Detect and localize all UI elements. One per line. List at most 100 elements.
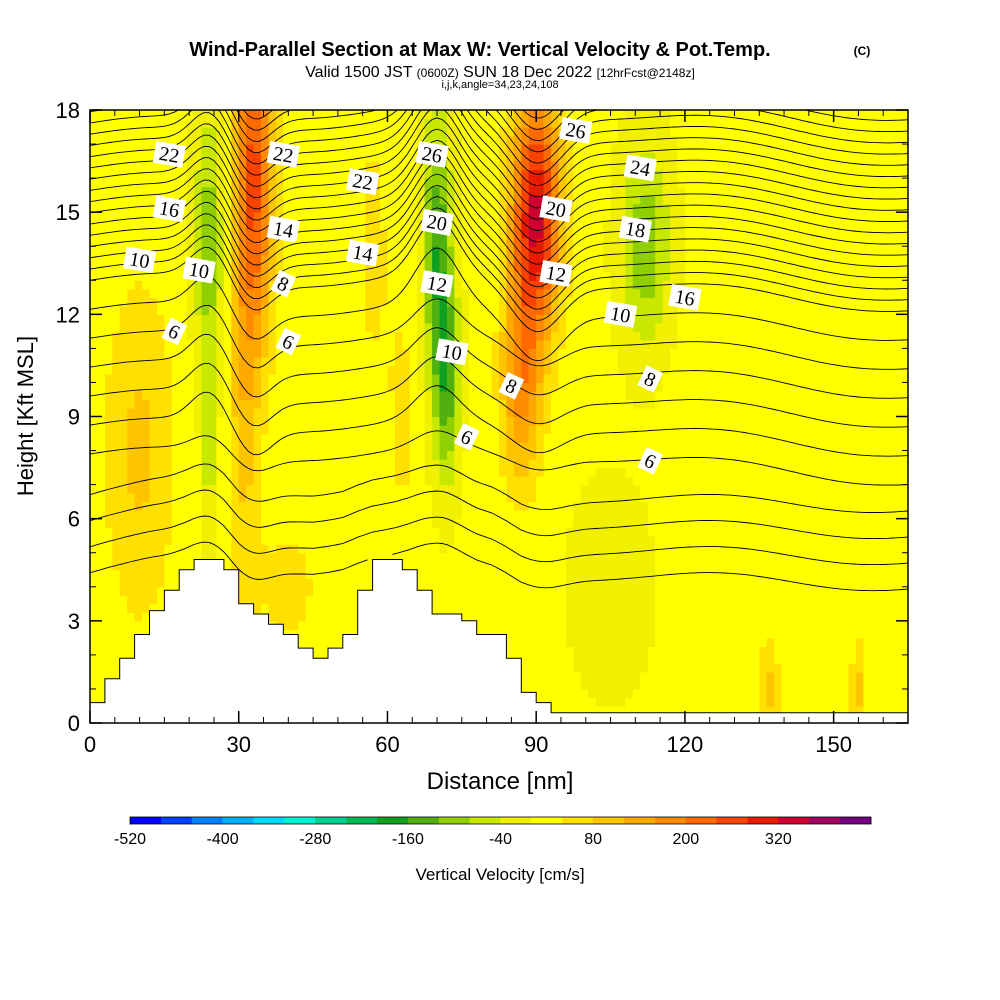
velocity-cell [305, 595, 314, 605]
velocity-cell [372, 518, 381, 528]
velocity-cell [380, 212, 389, 222]
velocity-cell [246, 552, 255, 562]
velocity-cell [156, 161, 165, 171]
velocity-cell [231, 527, 240, 537]
velocity-cell [223, 220, 232, 230]
velocity-cell [290, 271, 299, 281]
velocity-cell [112, 646, 121, 656]
velocity-cell [194, 433, 203, 443]
velocity-cell [320, 356, 329, 367]
velocity-cell [580, 433, 589, 443]
velocity-cell [246, 220, 255, 230]
velocity-cell [268, 493, 277, 503]
velocity-cell [305, 629, 314, 639]
velocity-cell [588, 527, 597, 537]
velocity-cell [469, 212, 478, 222]
velocity-cell [603, 637, 612, 647]
velocity-cell [179, 425, 188, 435]
velocity-cell [595, 305, 604, 315]
velocity-cell [446, 382, 455, 392]
velocity-cell [201, 246, 210, 256]
velocity-cell [253, 407, 262, 418]
velocity-cell [580, 280, 589, 290]
velocity-cell [588, 169, 597, 179]
velocity-cell [454, 271, 463, 281]
velocity-cell [432, 195, 441, 205]
velocity-cell [231, 544, 240, 554]
velocity-cell [112, 110, 121, 120]
velocity-cell [142, 416, 151, 426]
velocity-cell [335, 467, 344, 477]
velocity-cell [380, 365, 389, 375]
velocity-cell [268, 246, 277, 256]
velocity-cell [231, 186, 240, 196]
velocity-cell [253, 561, 262, 571]
velocity-cell [231, 416, 240, 426]
velocity-cell [499, 152, 508, 162]
velocity-cell [521, 407, 530, 418]
velocity-cell [491, 271, 500, 281]
velocity-cell [97, 271, 106, 281]
velocity-cell [565, 561, 574, 571]
velocity-cell [365, 348, 374, 358]
velocity-cell [588, 135, 597, 145]
velocity-cell [424, 425, 433, 435]
velocity-cell [320, 603, 329, 613]
velocity-cell [156, 356, 165, 367]
velocity-cell [484, 433, 493, 443]
velocity-cell [543, 527, 552, 537]
velocity-cell [335, 186, 344, 196]
velocity-cell [223, 348, 232, 358]
velocity-cell [506, 561, 515, 571]
velocity-cell [491, 476, 500, 486]
velocity-cell [104, 195, 113, 205]
velocity-cell [446, 305, 455, 315]
velocity-cell [357, 390, 366, 401]
velocity-cell [186, 493, 195, 503]
velocity-cell [499, 629, 508, 639]
velocity-cell [208, 237, 218, 247]
velocity-cell [335, 365, 344, 375]
velocity-cell [461, 118, 470, 128]
velocity-cell [439, 561, 448, 571]
velocity-cell [320, 425, 329, 435]
velocity-cell [424, 365, 433, 375]
velocity-cell [290, 425, 299, 435]
velocity-cell [208, 484, 218, 494]
velocity-cell [551, 654, 560, 664]
velocity-cell [179, 501, 188, 511]
velocity-cell [588, 442, 597, 452]
velocity-cell [543, 501, 552, 511]
velocity-cell [313, 450, 322, 460]
velocity-cell [201, 416, 210, 426]
velocity-cell [275, 510, 284, 520]
velocity-cell [112, 527, 121, 537]
velocity-cell [90, 339, 99, 349]
velocity-cell [223, 467, 232, 477]
velocity-cell [558, 637, 567, 647]
velocity-cell [186, 169, 195, 179]
velocity-cell [394, 254, 403, 264]
velocity-cell [484, 356, 493, 367]
velocity-cell [469, 161, 478, 171]
velocity-cell [573, 186, 582, 196]
velocity-cell [149, 535, 158, 545]
velocity-cell [402, 459, 411, 469]
velocity-cell [506, 144, 515, 154]
velocity-cell [506, 356, 515, 367]
velocity-cell [208, 314, 218, 324]
velocity-cell [580, 348, 589, 358]
velocity-cell [90, 203, 99, 213]
velocity-cell [402, 552, 411, 562]
velocity-cell [231, 118, 240, 128]
velocity-cell [208, 518, 218, 528]
velocity-cell [142, 535, 151, 545]
velocity-cell [90, 416, 99, 426]
velocity-cell [387, 373, 396, 384]
velocity-cell [595, 416, 604, 426]
velocity-cell [194, 237, 203, 247]
velocity-cell [268, 305, 277, 315]
velocity-cell [261, 569, 270, 579]
velocity-cell [484, 237, 493, 247]
velocity-cell [350, 373, 359, 384]
